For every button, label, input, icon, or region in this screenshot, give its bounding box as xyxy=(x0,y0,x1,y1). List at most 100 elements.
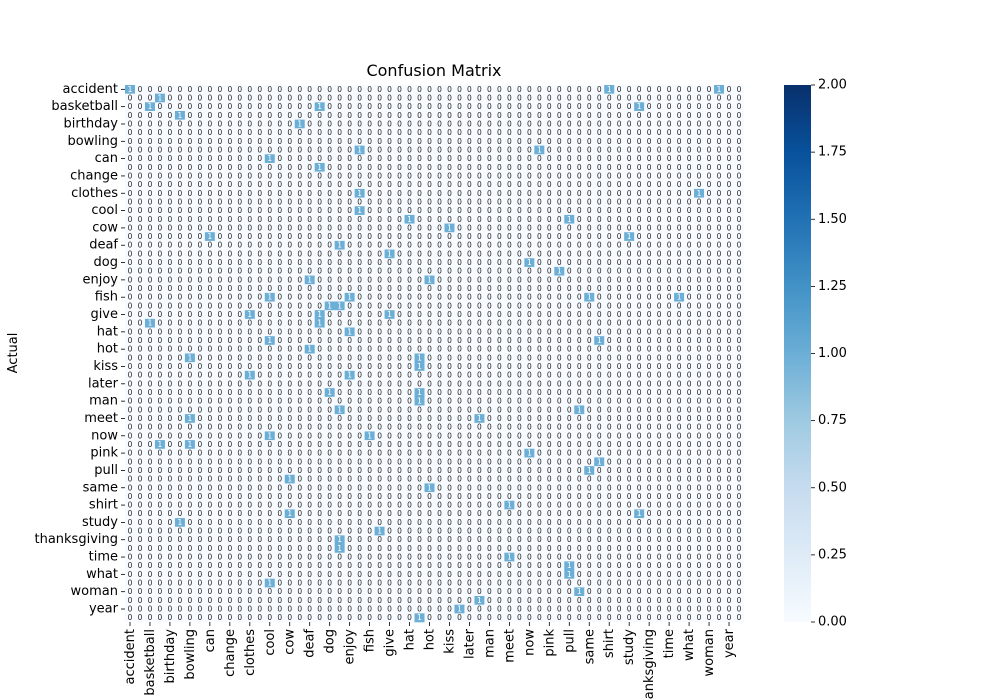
heatmap-cell xyxy=(504,214,515,224)
cell-annotation: 0 xyxy=(207,137,212,146)
heatmap-cell xyxy=(524,188,535,198)
cell-annotation: 0 xyxy=(148,163,153,172)
heatmap-cell xyxy=(314,85,325,94)
cell-annotation: 0 xyxy=(537,93,542,102)
cell-annotation: 0 xyxy=(277,232,282,241)
heatmap-cell xyxy=(734,275,745,285)
heatmap-cell xyxy=(464,206,475,216)
cell-annotation: 0 xyxy=(707,137,712,146)
heatmap-cell xyxy=(304,214,315,224)
heatmap-cell xyxy=(125,275,136,285)
cell-annotation: 0 xyxy=(247,119,252,128)
cell-annotation: 0 xyxy=(637,171,642,180)
heatmap-cell xyxy=(504,206,515,216)
cell-annotation: 0 xyxy=(128,154,133,163)
heatmap-cell xyxy=(674,162,685,172)
heatmap-cell xyxy=(714,240,725,250)
heatmap-cell xyxy=(144,232,156,242)
cell-annotation: 0 xyxy=(297,85,302,94)
heatmap-cell xyxy=(384,145,395,155)
cell-annotation: 0 xyxy=(637,189,642,198)
cell-annotation: 0 xyxy=(637,111,642,120)
heatmap-cell xyxy=(324,249,335,259)
heatmap-cell xyxy=(514,171,525,181)
heatmap-cell xyxy=(624,102,635,112)
heatmap-cell xyxy=(144,206,156,216)
cell-annotation: 0 xyxy=(128,215,133,224)
cell-annotation: 0 xyxy=(178,206,183,215)
heatmap-cell xyxy=(684,145,695,155)
cell-annotation: 0 xyxy=(617,223,622,232)
heatmap-cell xyxy=(274,93,286,103)
heatmap-cell xyxy=(704,275,715,285)
heatmap-cell xyxy=(404,162,415,172)
heatmap-cell xyxy=(634,275,645,285)
heatmap-cell xyxy=(484,128,495,138)
heatmap-cell xyxy=(464,85,475,94)
heatmap-cell xyxy=(444,214,455,224)
heatmap-cell xyxy=(214,119,226,129)
cell-annotation: 0 xyxy=(717,189,722,198)
cell-annotation: 0 xyxy=(327,215,332,224)
cell-annotation: 0 xyxy=(577,223,582,232)
cell-annotation: 0 xyxy=(487,206,492,215)
cell-annotation: 0 xyxy=(607,119,612,128)
heatmap-cell xyxy=(134,180,146,190)
cell-annotation: 0 xyxy=(148,85,153,94)
heatmap-cell xyxy=(474,214,485,224)
cell-annotation: 0 xyxy=(207,171,212,180)
heatmap-cell xyxy=(184,145,196,155)
heatmap-cell xyxy=(324,275,335,285)
heatmap-cell xyxy=(484,275,495,285)
heatmap-cell xyxy=(634,180,645,190)
heatmap-cell xyxy=(314,171,325,181)
cell-annotation: 0 xyxy=(337,145,342,154)
cell-annotation: 0 xyxy=(637,197,642,206)
cell-annotation: 0 xyxy=(168,85,173,94)
cell-annotation: 0 xyxy=(168,128,173,137)
heatmap-cell xyxy=(284,240,296,250)
cell-annotation: 0 xyxy=(537,197,542,206)
heatmap-cell xyxy=(574,154,585,164)
cell-annotation: 0 xyxy=(297,154,302,163)
cell-annotation: 0 xyxy=(317,215,322,224)
heatmap-cell xyxy=(234,240,246,250)
cell-annotation: 0 xyxy=(128,102,133,111)
heatmap-cell xyxy=(734,128,745,138)
cell-annotation: 0 xyxy=(277,145,282,154)
cell-annotation: 0 xyxy=(707,232,712,241)
heatmap-cell xyxy=(514,136,525,146)
cell-annotation: 1 xyxy=(567,215,572,224)
heatmap-cell xyxy=(664,206,675,216)
heatmap-cell xyxy=(504,240,515,250)
heatmap-cell xyxy=(254,85,266,94)
heatmap-cell xyxy=(304,188,315,198)
cell-annotation: 0 xyxy=(527,189,532,198)
heatmap-cell xyxy=(714,145,725,155)
cell-annotation: 0 xyxy=(537,85,542,94)
cell-annotation: 0 xyxy=(317,145,322,154)
heatmap-cell xyxy=(674,171,685,181)
heatmap-cell xyxy=(254,119,266,129)
heatmap-cell xyxy=(504,85,515,94)
cell-annotation: 0 xyxy=(347,93,352,102)
cell-annotation: 0 xyxy=(257,85,262,94)
cell-annotation: 0 xyxy=(677,180,682,189)
cell-annotation: 0 xyxy=(168,137,173,146)
cell-annotation: 0 xyxy=(587,197,592,206)
cell-annotation: 0 xyxy=(547,206,552,215)
heatmap-cell xyxy=(234,119,246,129)
cell-annotation: 0 xyxy=(158,206,163,215)
cell-annotation: 0 xyxy=(587,137,592,146)
cell-annotation: 0 xyxy=(547,85,552,94)
cell-annotation: 0 xyxy=(357,154,362,163)
cell-annotation: 0 xyxy=(197,154,202,163)
cell-annotation: 0 xyxy=(307,145,312,154)
cell-annotation: 0 xyxy=(487,85,492,94)
cell-annotation: 0 xyxy=(247,154,252,163)
cell-annotation: 0 xyxy=(158,128,163,137)
heatmap-cell xyxy=(194,110,206,120)
cell-annotation: 0 xyxy=(597,119,602,128)
heatmap-cell xyxy=(444,119,455,129)
heatmap-cell xyxy=(584,119,595,129)
